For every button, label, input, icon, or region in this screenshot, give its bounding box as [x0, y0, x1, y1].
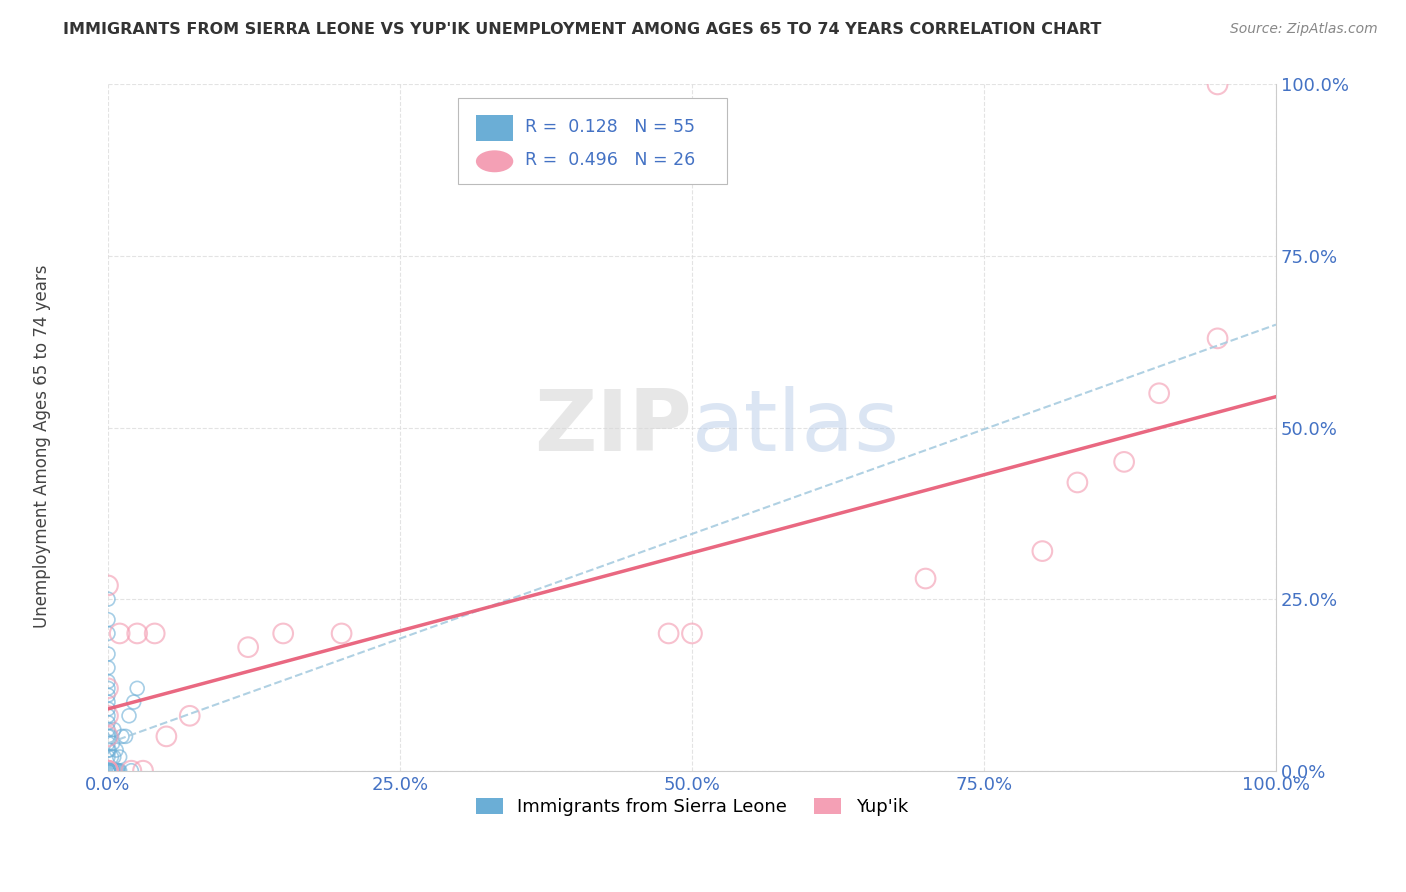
Point [97, 702, 120, 716]
Point [120, 764, 142, 778]
Point [105, 764, 128, 778]
Point [100, 750, 122, 764]
Point [127, 681, 149, 696]
Point [103, 723, 125, 737]
Point [179, 708, 201, 723]
Point [107, 764, 129, 778]
Point [97, 681, 120, 696]
Point [97, 764, 120, 778]
Text: Source: ZipAtlas.com: Source: ZipAtlas.com [1230, 22, 1378, 37]
Point [97, 764, 120, 778]
Legend: Immigrants from Sierra Leone, Yup'ik: Immigrants from Sierra Leone, Yup'ik [468, 790, 915, 823]
FancyBboxPatch shape [458, 98, 727, 184]
Point [114, 730, 136, 744]
Point [101, 736, 124, 750]
FancyBboxPatch shape [475, 115, 513, 142]
Point [97, 764, 120, 778]
Point [98, 730, 121, 744]
Point [97, 708, 120, 723]
Point [97, 764, 120, 778]
Point [97, 764, 120, 778]
Point [98, 764, 121, 778]
Point [104, 764, 127, 778]
Point [97, 764, 120, 778]
Point [1206, 331, 1229, 345]
Point [97, 750, 120, 764]
Point [97, 764, 120, 778]
Point [97, 764, 120, 778]
Point [118, 708, 141, 723]
Point [97, 592, 120, 607]
Point [97, 764, 120, 778]
Text: R =  0.496   N = 26: R = 0.496 N = 26 [524, 151, 695, 169]
Circle shape [475, 151, 513, 172]
Point [97, 715, 120, 730]
Point [122, 695, 145, 709]
Point [105, 764, 128, 778]
Point [1066, 475, 1088, 490]
Point [97, 764, 120, 778]
Point [97, 708, 120, 723]
Text: Unemployment Among Ages 65 to 74 years: Unemployment Among Ages 65 to 74 years [34, 264, 51, 628]
Point [1031, 544, 1053, 558]
Point [236, 640, 259, 655]
Point [681, 626, 703, 640]
Point [97, 578, 120, 592]
Point [914, 572, 936, 586]
Point [101, 764, 124, 778]
Text: IMMIGRANTS FROM SIERRA LEONE VS YUP'IK UNEMPLOYMENT AMONG AGES 65 TO 74 YEARS CO: IMMIGRANTS FROM SIERRA LEONE VS YUP'IK U… [63, 22, 1102, 37]
Point [97, 764, 120, 778]
Point [97, 764, 120, 778]
Point [105, 743, 128, 757]
Point [97, 730, 120, 744]
Point [98, 743, 121, 757]
Point [132, 764, 155, 778]
Text: ZIP: ZIP [534, 386, 692, 469]
Point [330, 626, 353, 640]
Point [143, 626, 166, 640]
Point [97, 661, 120, 675]
Point [100, 764, 122, 778]
Point [101, 764, 124, 778]
Point [108, 764, 131, 778]
Point [97, 723, 120, 737]
Point [97, 613, 120, 627]
Point [97, 626, 120, 640]
Text: R =  0.128   N = 55: R = 0.128 N = 55 [524, 118, 695, 136]
Point [1147, 386, 1170, 401]
Point [97, 743, 120, 757]
Point [658, 626, 681, 640]
Point [111, 730, 134, 744]
Point [120, 764, 142, 778]
Point [155, 730, 177, 744]
Point [97, 647, 120, 661]
Point [97, 764, 120, 778]
Point [97, 730, 120, 744]
Point [97, 764, 120, 778]
Point [127, 626, 149, 640]
Point [97, 736, 120, 750]
Point [271, 626, 294, 640]
Point [97, 764, 120, 778]
Point [108, 750, 131, 764]
Point [97, 764, 120, 778]
Point [103, 764, 125, 778]
Point [103, 750, 125, 764]
Point [97, 674, 120, 689]
Point [97, 681, 120, 696]
Point [108, 626, 131, 640]
Text: atlas: atlas [692, 386, 900, 469]
Point [1206, 78, 1229, 92]
Point [97, 688, 120, 702]
Point [97, 695, 120, 709]
Point [1114, 455, 1136, 469]
Point [98, 764, 121, 778]
